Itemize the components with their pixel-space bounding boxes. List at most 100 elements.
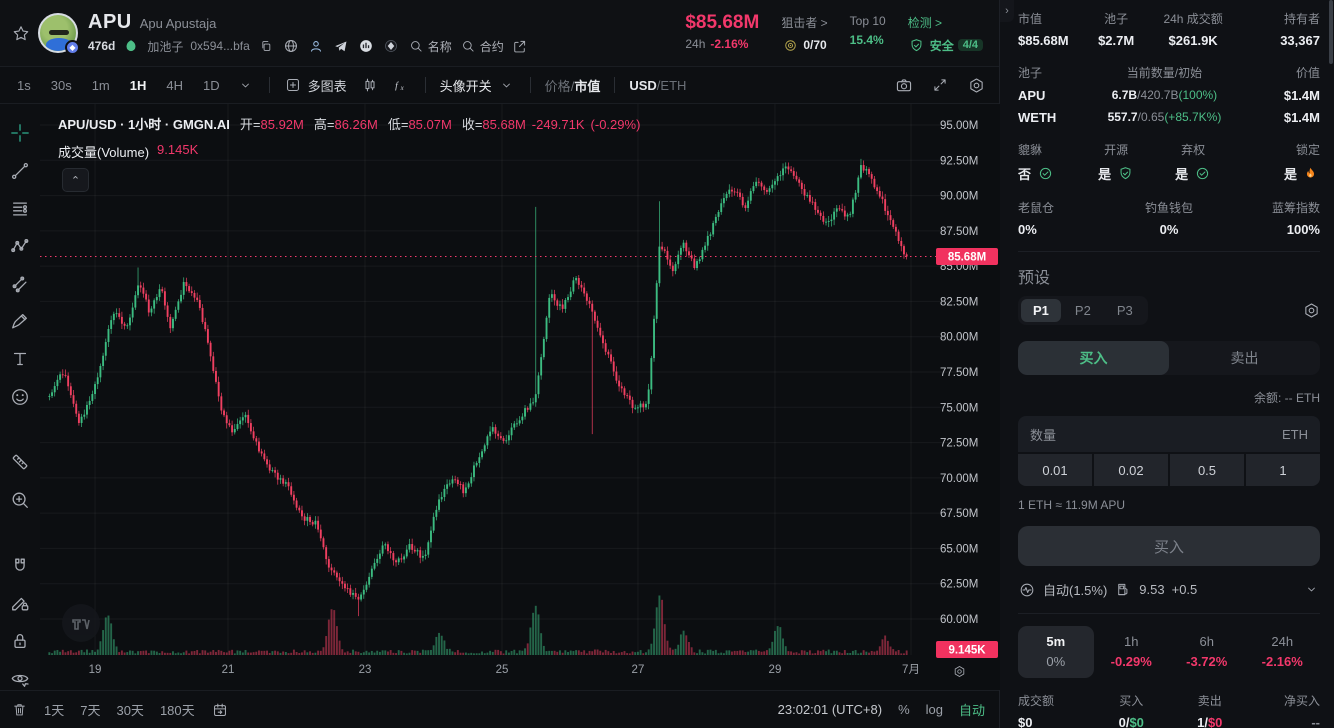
quick-amount-0.5[interactable]: 0.5 <box>1170 454 1244 486</box>
percent-scale-toggle[interactable]: % <box>898 702 910 717</box>
interval-4h[interactable]: 4H <box>166 77 184 93</box>
chart-plot[interactable]: APU/USD · 1小时 · GMGN.AI 开=85.92M 高=86.26… <box>40 104 1000 690</box>
y-axis-tick: 60.00M <box>940 614 978 626</box>
screenshot-camera-icon[interactable] <box>895 76 913 94</box>
copy-icon[interactable] <box>257 37 275 55</box>
ohlc-legend: APU/USD · 1小时 · GMGN.AI 开=85.92M 高=86.26… <box>58 114 640 161</box>
auto-scale-toggle[interactable]: 自动 <box>958 703 985 718</box>
preset-p1[interactable]: P1 <box>1021 299 1061 322</box>
buy-submit-button[interactable]: 买入 <box>1018 526 1320 566</box>
bottom-bar: 1天 7天 30天 180天 23:02:01 (UTC+8) % log 自动 <box>0 690 999 728</box>
plus-box-icon <box>284 76 302 94</box>
sidebar-scrollbar[interactable] <box>1329 0 1333 728</box>
tf-5m[interactable]: 5m 0% <box>1018 626 1094 678</box>
safety-score-badge: 4/4 <box>957 39 983 51</box>
token-avatar[interactable]: ◆ <box>38 13 80 55</box>
xabcd-pattern-tool-icon[interactable] <box>8 235 32 258</box>
trendline-tool-icon[interactable] <box>8 160 32 183</box>
vol-amount: $0 <box>1018 715 1033 728</box>
legend-collapse-button[interactable]: ⌃ <box>62 168 89 192</box>
clock[interactable]: 23:02:01 (UTC+8) <box>777 702 883 717</box>
safety-stat[interactable]: 检测 > 安全 4/4 <box>908 12 983 54</box>
candle-style-button[interactable] <box>361 76 379 94</box>
projection-tool-icon[interactable] <box>8 272 32 295</box>
interval-1h[interactable]: 1H <box>129 77 147 93</box>
pool-value-weth: $1.4M <box>1283 110 1320 125</box>
brush-tool-icon[interactable] <box>8 310 32 333</box>
stat-mcap: $85.68M <box>1018 33 1069 48</box>
crosshair-tool-icon[interactable] <box>8 122 32 145</box>
svg-text:f: f <box>395 80 399 91</box>
contract-address[interactable]: 0x594...bfa <box>190 39 250 53</box>
buy-tab[interactable]: 买入 <box>1018 341 1169 375</box>
emoji-tool-icon[interactable] <box>8 385 32 408</box>
sidebar-collapse-handle[interactable]: › <box>1000 0 1014 22</box>
multi-chart-button[interactable]: 多图表 <box>284 76 347 95</box>
fullscreen-icon[interactable] <box>931 76 949 94</box>
interval-1s[interactable]: 1s <box>17 77 31 93</box>
candlestick-chart-canvas[interactable]: 95.00M92.50M90.00M87.50M85.00M82.50M80.0… <box>40 104 1000 690</box>
interval-dropdown-icon[interactable] <box>237 76 255 94</box>
interval-1d[interactable]: 1D <box>203 77 220 93</box>
zoom-in-tool-icon[interactable] <box>8 489 32 512</box>
sell-tab[interactable]: 卖出 <box>1230 350 1259 366</box>
current-volume-label: 9.145K <box>948 645 986 657</box>
website-icon[interactable] <box>282 37 300 55</box>
preset-p2[interactable]: P2 <box>1074 303 1091 318</box>
hide-drawings-eye-tool-icon[interactable] <box>8 667 32 690</box>
tf-24h[interactable]: 24h -2.16% <box>1261 634 1303 669</box>
fib-retracement-tool-icon[interactable] <box>8 197 32 220</box>
add-pool-link[interactable]: 加池子 <box>147 39 184 54</box>
amount-input[interactable]: 数量 ETH <box>1018 416 1320 452</box>
goto-date-calendar-icon[interactable] <box>211 701 229 719</box>
preset-p3[interactable]: P3 <box>1116 303 1133 318</box>
slippage-row[interactable]: 自动(1.5%) 9.53 +0.5 <box>1018 580 1320 599</box>
quick-amount-0.02[interactable]: 0.02 <box>1094 454 1168 486</box>
text-tool-icon[interactable] <box>8 348 32 371</box>
chart-settings-gear-icon[interactable] <box>967 76 985 94</box>
dextools-icon[interactable] <box>357 37 375 55</box>
drawing-edit-lock-tool-icon[interactable] <box>8 592 32 615</box>
quick-amount-1[interactable]: 1 <box>1246 454 1320 486</box>
trade-settings-gear-icon[interactable] <box>1302 302 1320 320</box>
tradingview-logo[interactable] <box>62 604 100 642</box>
tf-6h[interactable]: 6h -3.72% <box>1186 634 1228 669</box>
favorite-star-icon[interactable] <box>12 24 30 42</box>
telegram-icon[interactable] <box>332 37 350 55</box>
range-180d[interactable]: 180天 <box>159 703 195 718</box>
magnet-tool-icon[interactable] <box>8 554 32 577</box>
lock-all-drawings-tool-icon[interactable] <box>8 630 32 653</box>
tf-1h[interactable]: 1h -0.29% <box>1110 634 1152 669</box>
target-icon <box>781 36 799 54</box>
search-by-contract[interactable]: 合约 <box>459 37 504 55</box>
delete-drawings-trash-icon[interactable] <box>10 701 28 719</box>
y-axis-tick: 67.50M <box>940 508 978 520</box>
range-30d[interactable]: 30天 <box>116 703 144 718</box>
user-icon[interactable] <box>307 37 325 55</box>
market-cap-price: $85.68M <box>685 12 760 33</box>
top10-stat[interactable]: Top 10 15.4% <box>849 14 886 47</box>
interval-30s[interactable]: 30s <box>50 77 72 93</box>
external-link-icon[interactable] <box>511 37 529 55</box>
phishing-pct: 0% <box>1159 222 1179 237</box>
measure-ruler-tool-icon[interactable] <box>8 451 32 474</box>
quick-amount-0.01[interactable]: 0.01 <box>1018 454 1092 486</box>
time-axis-gear-icon[interactable] <box>950 662 968 680</box>
search-by-name[interactable]: 名称 <box>407 37 452 55</box>
log-scale-toggle[interactable]: log <box>925 702 943 717</box>
sniper-stat[interactable]: 狙击者 > 0/70 <box>781 16 828 54</box>
price-mcap-toggle[interactable]: 价格/市值 <box>544 78 601 94</box>
avatar-toggle-dropdown[interactable]: 头像开关 <box>440 76 516 95</box>
range-7d[interactable]: 7天 <box>80 703 101 718</box>
range-1d[interactable]: 1天 <box>44 703 65 718</box>
usd-eth-toggle[interactable]: USD/ETH <box>629 77 687 93</box>
pool-amount-apu: 6.7B/420.7B(100%) <box>1111 88 1218 102</box>
change-24h: -2.16% <box>710 37 749 51</box>
etherscan-icon[interactable] <box>382 37 400 55</box>
auto-slippage-icon <box>1018 581 1036 599</box>
interval-1m[interactable]: 1m <box>91 77 110 93</box>
search-icon <box>459 37 477 55</box>
y-axis-tick: 90.00M <box>940 191 978 203</box>
y-axis-tick: 82.50M <box>940 296 978 308</box>
